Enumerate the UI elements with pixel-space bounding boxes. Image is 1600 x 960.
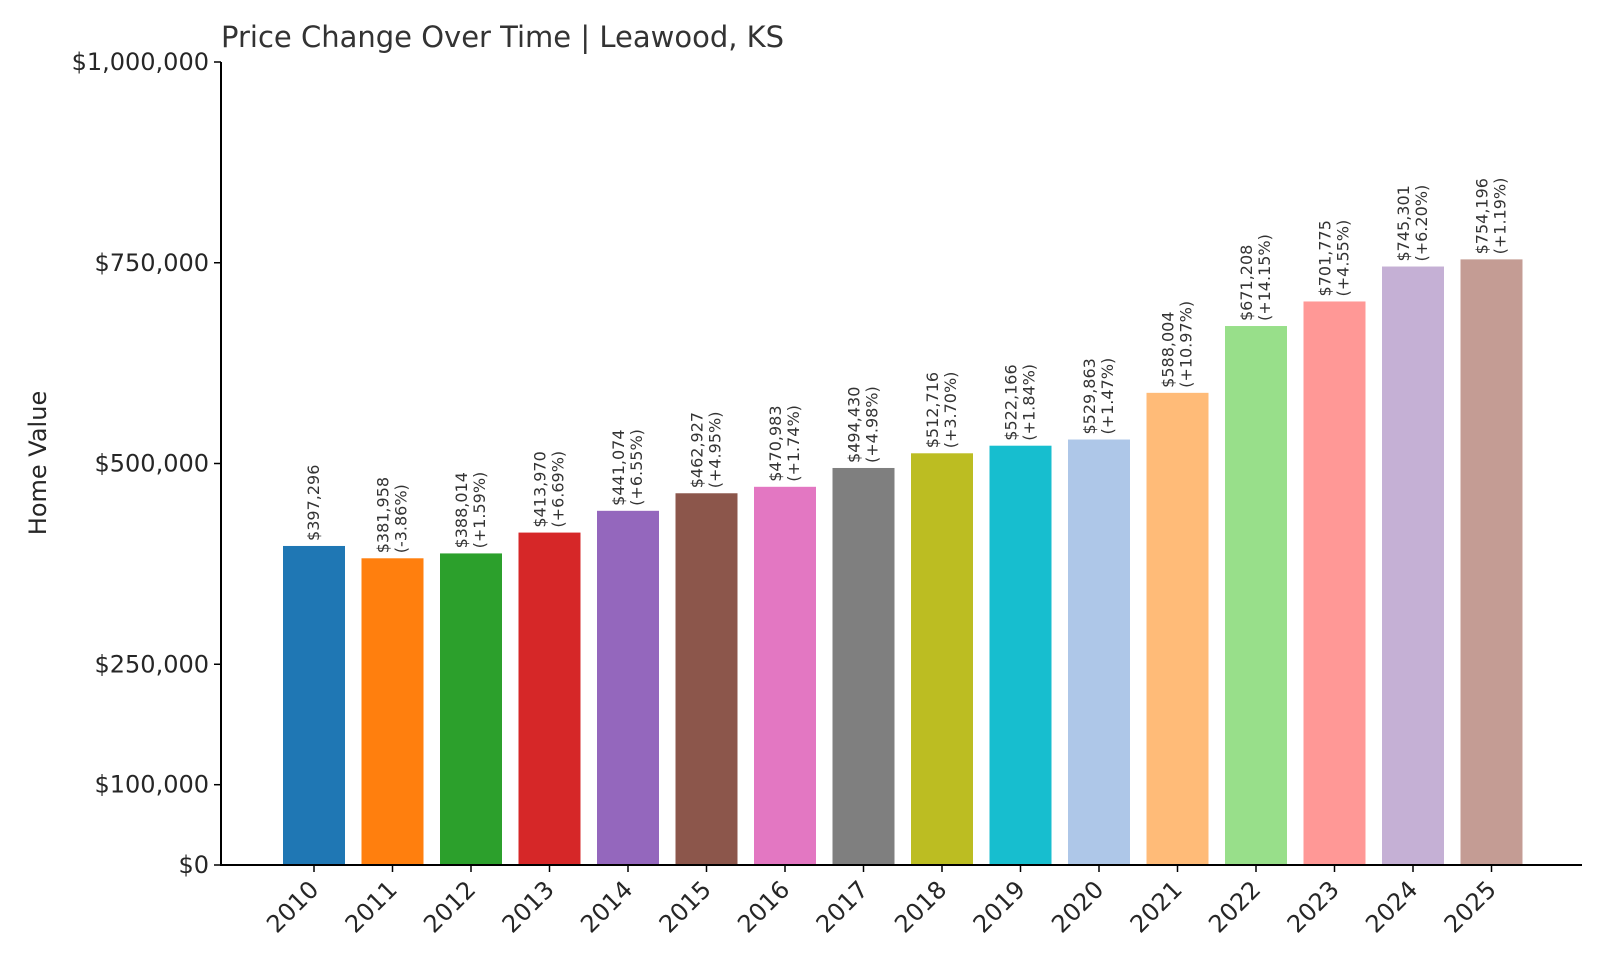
bar-value-text: $671,208 [1237, 245, 1256, 321]
bar-change-text: (+6.55%) [627, 429, 646, 506]
y-axis-ticks: $0 $100,000 $250,000 $500,000 $750,000 $1,000… [72, 48, 221, 879]
x-tick-label: 2024 [1360, 875, 1423, 938]
bar-value-text: $397,296 [304, 465, 323, 541]
bar-value-label-2023: $701,775 (+4.55%) [1316, 220, 1353, 297]
bar-value-label-2019: $522,166 (+1.84%) [1002, 364, 1039, 441]
bar-2010 [283, 545, 345, 865]
bar-value-label-2011: $381,958 (-3.86%) [374, 477, 411, 553]
bar-value-label-2015: $462,927 (+4.95%) [688, 412, 725, 489]
bar-change-text: (+3.70%) [941, 372, 960, 449]
bar-value-label-2017: $494,430 (+4.98%) [845, 386, 882, 463]
bar-2011 [361, 558, 424, 865]
bar-change-text: (+4.98%) [863, 386, 882, 463]
bar-labels-group: $397,296 $381,958 (-3.86%) $388,014 (+1.59%)… [304, 178, 1510, 554]
bar-2023 [1303, 301, 1366, 865]
bar-value-text: $441,074 [609, 429, 628, 505]
bar-value-label-2018: $512,716 (+3.70%) [923, 372, 960, 449]
x-tick-label: 2018 [889, 875, 952, 938]
y-tick-label: $500,000 [94, 450, 209, 478]
bar-2020 [1068, 439, 1130, 865]
bar-change-text: (+1.19%) [1491, 178, 1510, 255]
x-tick-label: 2020 [1046, 875, 1109, 938]
bar-value-label-2025: $754,196 (+1.19%) [1473, 178, 1510, 255]
bar-value-text: $522,166 [1002, 364, 1021, 440]
x-tick-label: 2012 [418, 875, 481, 938]
bar-value-label-2022: $671,208 (+14.15%) [1237, 234, 1274, 321]
x-tick-label: 2013 [497, 875, 560, 938]
bar-change-text: (+14.15%) [1255, 234, 1274, 321]
bar-value-text: $529,863 [1080, 358, 1099, 434]
bar-2021 [1146, 392, 1209, 865]
bar-value-text: $588,004 [1159, 311, 1178, 387]
x-tick-label: 2016 [732, 875, 795, 938]
x-tick-label: 2015 [654, 875, 717, 938]
bar-change-text: (+4.95%) [706, 412, 725, 489]
bar-2013 [518, 532, 581, 865]
y-tick-label: $100,000 [94, 771, 209, 799]
bar-change-text: (+1.59%) [470, 472, 489, 549]
x-tick-label: 2023 [1282, 875, 1345, 938]
bar-value-text: $462,927 [688, 412, 707, 488]
bar-2018 [911, 453, 973, 865]
x-tick-label: 2014 [575, 875, 638, 938]
x-tick-label: 2022 [1203, 875, 1266, 938]
y-tick-label: $750,000 [94, 249, 209, 277]
bar-value-text: $388,014 [452, 472, 471, 548]
y-tick-label: $1,000,000 [72, 48, 209, 76]
bar-value-text: $512,716 [923, 372, 942, 448]
bar-2022 [1225, 326, 1287, 865]
y-tick-label: $0 [178, 851, 209, 879]
bar-2012 [440, 553, 502, 865]
bar-value-text: $745,301 [1394, 185, 1413, 261]
bar-2025 [1460, 259, 1523, 865]
bar-change-text: (+10.97%) [1177, 301, 1196, 388]
bar-change-text: (+1.84%) [1020, 364, 1039, 441]
x-axis-ticks: 2010 2011 2012 2013 2014 2015 2016 2017 2018 2019… [261, 865, 1502, 938]
chart-title: Price Change Over Time | Leawood, KS [221, 20, 784, 54]
x-tick-label: 2011 [340, 875, 403, 938]
bar-2016 [754, 486, 816, 865]
x-tick-label: 2021 [1125, 875, 1188, 938]
bar-value-label-2013: $413,970 (+6.69%) [531, 451, 568, 528]
x-tick-label: 2017 [811, 875, 874, 938]
bar-change-text: (+6.20%) [1412, 185, 1431, 262]
bar-change-text: (+6.69%) [549, 451, 568, 528]
bar-value-label-2020: $529,863 (+1.47%) [1080, 358, 1117, 435]
bar-value-text: $754,196 [1473, 178, 1492, 254]
bar-value-text: $470,983 [766, 405, 785, 481]
bar-value-label-2012: $388,014 (+1.59%) [452, 472, 489, 549]
y-axis-label: Home Value [24, 391, 52, 535]
x-tick-label: 2019 [968, 875, 1031, 938]
bar-2015 [675, 493, 738, 865]
bar-2024 [1382, 266, 1444, 865]
bar-value-label-2014: $441,074 (+6.55%) [609, 429, 646, 506]
bar-value-text: $381,958 [374, 477, 393, 553]
bar-value-text: $701,775 [1316, 220, 1335, 296]
bar-2019 [989, 445, 1052, 865]
bar-change-text: (+4.55%) [1334, 220, 1353, 297]
bar-value-label-2010: $397,296 [304, 465, 323, 541]
bar-value-text: $413,970 [531, 451, 550, 527]
bar-value-label-2024: $745,301 (+6.20%) [1394, 185, 1431, 262]
bars-group [283, 259, 1523, 865]
bar-change-text: (+1.47%) [1098, 358, 1117, 435]
x-tick-label: 2025 [1439, 875, 1502, 938]
x-tick-label: 2010 [261, 875, 324, 938]
bar-change-text: (+1.74%) [784, 405, 803, 482]
bar-value-label-2016: $470,983 (+1.74%) [766, 405, 803, 482]
bar-value-label-2021: $588,004 (+10.97%) [1159, 301, 1196, 388]
bar-2014 [597, 510, 659, 865]
bar-change-text: (-3.86%) [392, 484, 411, 553]
y-tick-label: $250,000 [94, 650, 209, 678]
bar-2017 [832, 467, 895, 865]
bar-value-text: $494,430 [845, 387, 864, 463]
